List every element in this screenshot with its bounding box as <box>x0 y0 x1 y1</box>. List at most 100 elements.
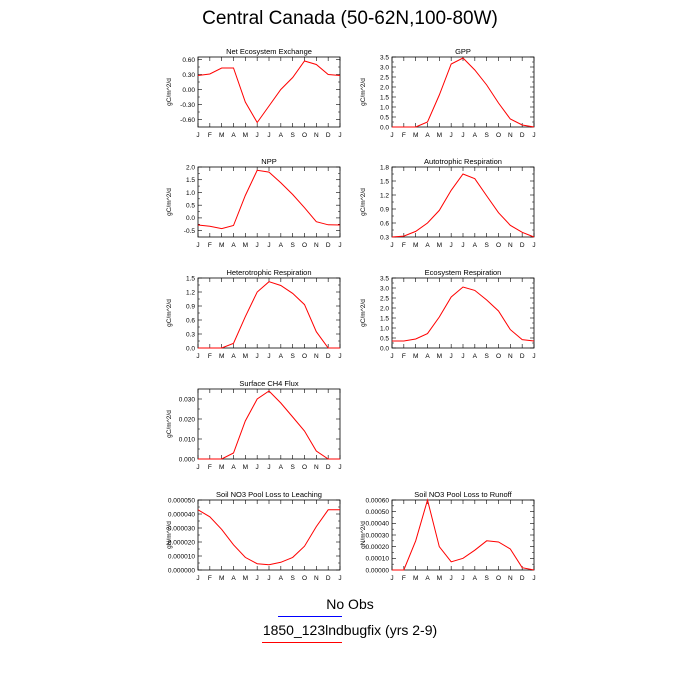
x-tick-label: S <box>290 132 295 139</box>
x-tick-label: F <box>402 132 406 139</box>
x-tick-label: O <box>496 132 501 139</box>
x-tick-label: M <box>413 353 418 360</box>
x-tick-label: O <box>302 132 307 139</box>
y-axis-label: gC/m^2/d <box>166 188 173 216</box>
x-tick-label: D <box>520 242 525 249</box>
y-tick-label: 0.00050 <box>366 509 390 516</box>
x-tick-label: F <box>208 132 212 139</box>
y-tick-label: 1.5 <box>380 178 389 185</box>
x-tick-label: M <box>437 353 442 360</box>
x-tick-label: F <box>208 242 212 249</box>
x-tick-label: J <box>461 132 464 139</box>
y-tick-label: 0.5 <box>380 335 389 342</box>
series-line <box>197 509 340 566</box>
x-tick-label: J <box>196 575 199 582</box>
y-tick-label: 3.5 <box>380 275 389 282</box>
y-tick-label: 2.5 <box>380 295 389 302</box>
x-tick-label: F <box>208 575 212 582</box>
panel-title: Soil NO3 Pool Loss to Runoff <box>414 490 512 499</box>
y-tick-label: 0.0 <box>380 124 389 131</box>
x-tick-label: F <box>402 353 406 360</box>
x-tick-label: J <box>461 242 464 249</box>
y-tick-label: 1.0 <box>380 104 389 111</box>
x-tick-label: O <box>496 575 501 582</box>
x-tick-label: N <box>314 575 319 582</box>
x-tick-label: A <box>231 353 236 360</box>
series-line <box>197 169 341 230</box>
x-tick-label: M <box>413 575 418 582</box>
series-line <box>392 57 535 128</box>
x-tick-label: M <box>219 353 224 360</box>
legend-entry-obs: No Obs <box>326 596 374 612</box>
legend-line-obs <box>278 616 342 617</box>
x-tick-label: A <box>231 464 236 471</box>
x-tick-label: A <box>279 464 284 471</box>
y-tick-label: -0.5 <box>184 228 196 235</box>
x-tick-label: J <box>390 353 393 360</box>
x-tick-label: J <box>256 464 259 471</box>
y-tick-label: 1.5 <box>186 177 195 184</box>
x-tick-label: A <box>473 242 478 249</box>
x-tick-label: S <box>484 353 489 360</box>
y-tick-label: 0.000000 <box>168 567 195 574</box>
chart-panel-7: Soil NO3 Pool Loss to LeachinggN/m^2/d0.… <box>166 490 342 582</box>
x-tick-label: A <box>425 353 430 360</box>
legend-line-case <box>262 642 342 643</box>
y-axis-label: gC/m^2/d <box>360 188 367 216</box>
chart-panel-0: Net Ecosystem Exchange gC/m^2/d -0.60 -0.30… <box>166 47 342 139</box>
x-tick-label: J <box>338 353 341 360</box>
x-tick-label: D <box>520 353 525 360</box>
x-tick-label: J <box>450 575 453 582</box>
x-tick-label: D <box>326 132 331 139</box>
x-tick-label: N <box>508 575 513 582</box>
x-tick-label: D <box>520 575 525 582</box>
x-tick-label: O <box>302 575 307 582</box>
plot-frame <box>197 166 341 238</box>
y-tick-label: 1.8 <box>380 164 389 171</box>
x-tick-label: S <box>484 242 489 249</box>
x-tick-label: J <box>256 132 259 139</box>
y-tick-label: -0.30 <box>180 102 195 109</box>
x-tick-label: J <box>461 353 464 360</box>
y-tick-label: 1.0 <box>380 325 389 332</box>
plot-frame <box>197 277 341 349</box>
series-line <box>392 286 535 342</box>
x-tick-label: M <box>219 132 224 139</box>
x-tick-label: D <box>326 353 331 360</box>
chart-panel-8: Soil NO3 Pool Loss to RunoffgN/m^2/d0.00… <box>360 490 536 582</box>
y-tick-label: 0.6 <box>380 220 389 227</box>
y-tick-label: 0.000020 <box>168 539 195 546</box>
x-tick-label: J <box>450 242 453 249</box>
y-tick-label: 1.2 <box>380 192 389 199</box>
x-tick-label: M <box>437 132 442 139</box>
x-tick-label: S <box>484 575 489 582</box>
y-tick-label: 0.5 <box>186 202 195 209</box>
x-tick-label: A <box>231 575 236 582</box>
plot-frame <box>197 499 341 571</box>
y-tick-label: 2.0 <box>380 84 389 91</box>
y-tick-label: 0.5 <box>380 114 389 121</box>
y-axis-label: gC/m^2/d <box>360 78 367 106</box>
y-tick-label: 0.00020 <box>366 544 390 551</box>
y-tick-label: 0.00060 <box>366 497 390 504</box>
x-tick-label: J <box>532 353 535 360</box>
x-tick-label: J <box>532 132 535 139</box>
x-tick-label: J <box>196 132 199 139</box>
y-tick-label: 0.00 <box>182 87 195 94</box>
x-tick-label: J <box>267 353 270 360</box>
x-tick-label: S <box>290 353 295 360</box>
y-tick-label: -0.60 <box>180 117 195 124</box>
plot-frame <box>197 56 341 128</box>
y-tick-label: 0.030 <box>179 396 196 403</box>
y-axis-label: gC/m^2/d <box>166 299 173 327</box>
y-tick-label: 0.0 <box>186 215 195 222</box>
y-tick-label: 0.60 <box>182 57 195 64</box>
x-tick-label: J <box>256 242 259 249</box>
x-tick-label: J <box>338 132 341 139</box>
series-line <box>198 390 340 460</box>
y-tick-label: 0.3 <box>186 331 195 338</box>
x-tick-label: M <box>243 353 248 360</box>
x-tick-label: J <box>196 464 199 471</box>
x-tick-label: J <box>532 242 535 249</box>
